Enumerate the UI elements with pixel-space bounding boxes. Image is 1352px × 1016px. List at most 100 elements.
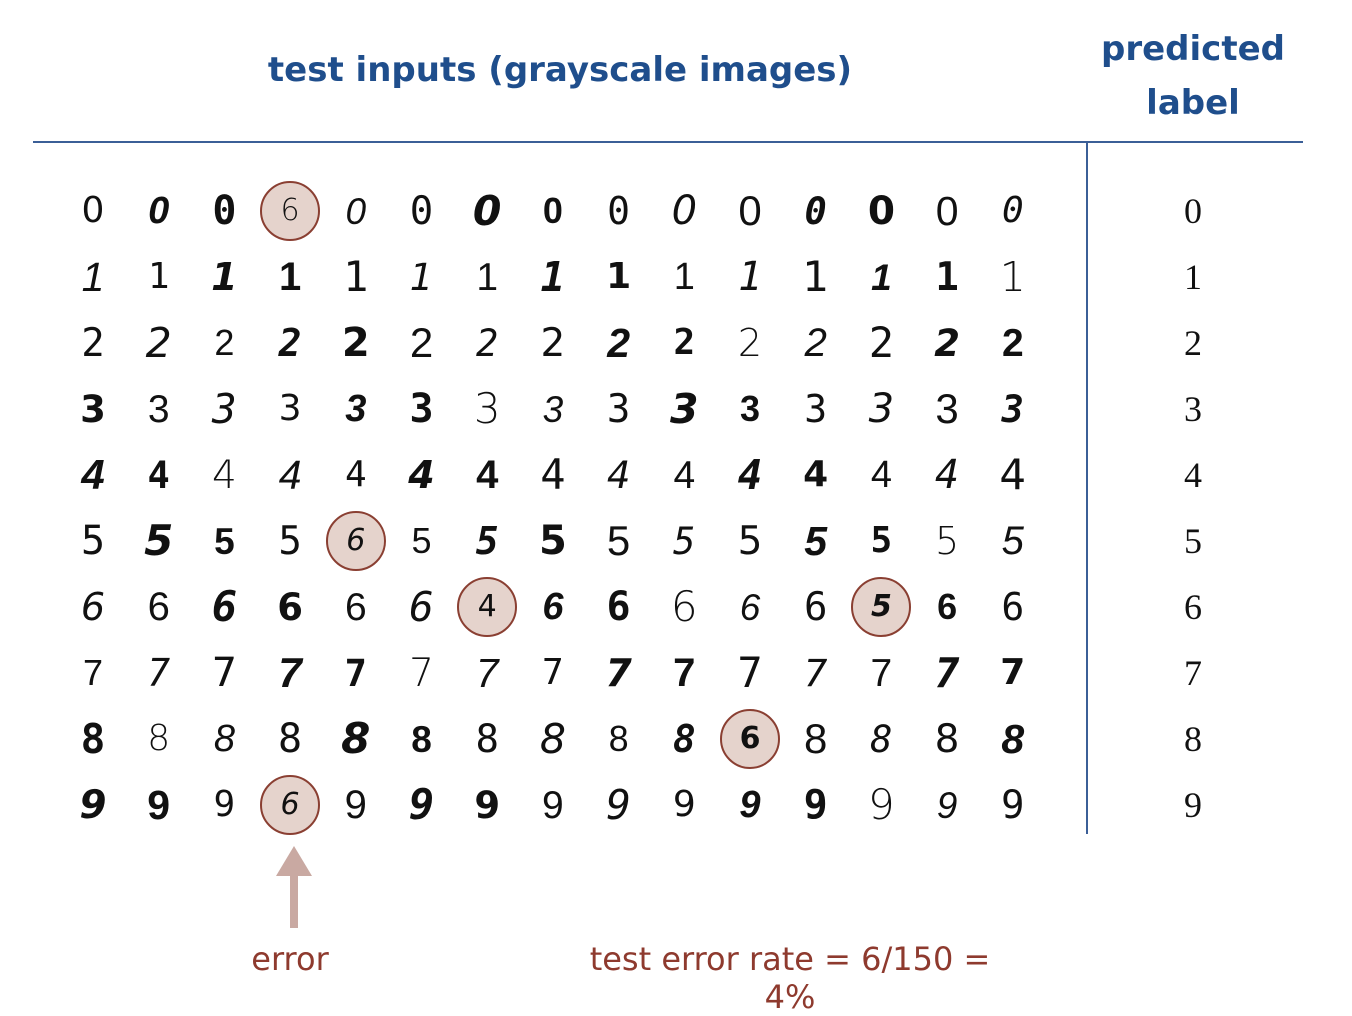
digit-image: 9 [739,784,761,826]
digit-image: 7 [344,651,367,695]
digit-image: 3 [345,388,367,430]
misclassified-digit: 6 [260,181,321,241]
digit-image: 9 [672,784,696,825]
digit-image: 2 [409,319,434,366]
digit-image: 4 [476,453,499,497]
digit-image: 2 [278,321,302,365]
digit-image: 1 [81,253,105,300]
predicted-label: 4 [1184,455,1202,495]
digit-image: 1 [147,256,170,297]
digit-image: 1 [802,252,830,301]
digit-image: 8 [147,718,171,759]
digit-image: 6 [409,582,434,631]
digit-image: 0 [804,189,827,233]
predicted-label: 0 [1184,191,1202,231]
digit-image: 2 [145,318,172,367]
digit-image: 1 [737,254,763,300]
digit-image: 1 [999,252,1026,301]
digit-image: 1 [540,252,566,301]
digit-image: 5 [411,520,432,561]
digit-image: 7 [605,651,632,695]
digit-image: 6 [803,584,828,630]
predicted-header-line1: predicted [1101,29,1285,69]
digit-image: 0 [409,188,434,234]
digit-image: 9 [213,784,236,825]
digit-image: 4 [408,453,435,497]
digit-image: 1 [409,255,434,299]
digit-image: 9 [1001,782,1025,828]
digit-image: 9 [542,783,564,827]
digit-image: 5 [214,520,235,562]
digit-image: 7 [211,650,238,696]
misclassified-digit: 4 [457,577,518,637]
digit-image: 9 [147,781,171,828]
digit-image: 2 [1001,321,1024,365]
digit-image: 6 [344,585,367,629]
digit-image: 5 [80,518,106,564]
digit-image: 1 [211,255,238,299]
digit-image: 5 [804,517,828,564]
predicted-label: 2 [1184,323,1202,363]
predicted-label: 8 [1184,719,1202,759]
digit-image: 4 [211,452,237,498]
digit-image: 3 [409,386,434,432]
digit-image: 1 [476,255,499,299]
digit-image: 3 [212,384,237,433]
predicted-label: 6 [1184,587,1202,627]
digit-image: 4 [737,450,763,499]
digit-image: 4 [935,452,960,498]
digit-image: 6 [670,582,698,631]
digit-image: 7 [673,651,696,695]
digit-image: 8 [278,716,303,762]
digit-image: 2 [214,322,235,363]
digit-image: 8 [475,716,499,762]
digit-image: 4 [344,454,367,495]
misclassified-digit: 6 [720,709,780,769]
predicted-label: 5 [1184,521,1202,561]
digit-image: 6 [277,585,303,629]
digit-image: 2 [934,321,960,365]
predicted-header-line2: label [1146,83,1240,123]
digit-image: 0 [148,190,170,232]
digit-image: 8 [608,718,629,759]
digit-image: 3 [473,384,501,433]
digit-image: 1 [871,256,892,298]
digit-image: 3 [147,387,170,431]
digit-image: 7 [1000,652,1026,693]
digit-image: 4 [999,450,1027,499]
digit-image: 5 [538,518,567,564]
digit-image: 8 [934,716,960,762]
digit-image: 9 [474,783,501,827]
digit-image: 3 [670,384,699,433]
digit-image: 4 [803,454,829,495]
digit-image: 2 [804,321,827,365]
digit-image: 0 [607,189,631,233]
digit-image: 1 [343,252,369,301]
digit-image: 8 [672,717,696,761]
digit-image: 1 [935,254,959,300]
digit-image: 6 [606,584,631,630]
digit-image: 9 [408,780,435,829]
digit-image: 0 [472,186,502,235]
digit-image: 6 [937,586,958,627]
digit-image: 8 [1001,715,1025,762]
digit-image: 8 [539,714,566,763]
digit-image: 8 [804,715,828,762]
digit-image: 0 [81,190,105,231]
digit-image: 8 [870,717,893,761]
digit-image: 3 [804,387,828,431]
digit-image: 7 [409,650,434,696]
header-rule [33,141,1303,143]
misclassified-digit: 5 [851,577,912,637]
digit-image: 5 [870,520,893,561]
digit-image: 7 [803,651,828,695]
inputs-header: test inputs (grayscale images) [267,50,853,90]
digit-image: 7 [475,649,499,696]
digit-image: 7 [934,648,960,697]
digit-image: 5 [935,519,960,563]
digit-image: 1 [673,256,695,298]
digit-image: 4 [673,453,696,497]
digit-image: 3 [278,388,302,429]
digit-image: 7 [542,652,564,693]
